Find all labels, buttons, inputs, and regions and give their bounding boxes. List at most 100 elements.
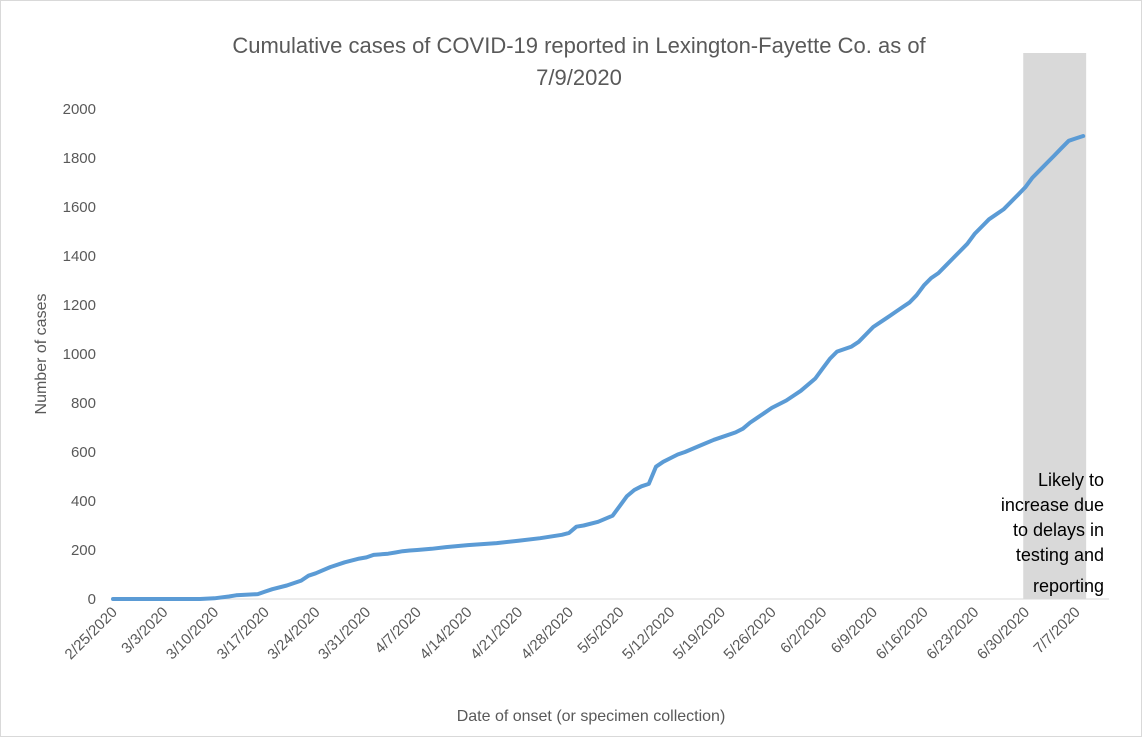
data-point — [851, 346, 852, 348]
y-tick-label: 800 — [71, 395, 96, 412]
data-point — [670, 457, 671, 459]
x-tick-label: 6/23/2020 — [923, 604, 982, 663]
data-point — [872, 326, 874, 328]
data-point — [974, 233, 976, 235]
x-tick-label: 5/26/2020 — [720, 604, 779, 663]
data-point — [257, 593, 259, 595]
data-point — [228, 596, 230, 597]
data-point — [1053, 155, 1055, 157]
y-tick-label: 600 — [71, 444, 96, 461]
y-tick-label: 0 — [88, 591, 96, 608]
x-tick-label: 6/2/2020 — [777, 604, 830, 657]
data-point — [619, 505, 621, 507]
data-point — [626, 495, 628, 497]
data-point — [814, 378, 816, 379]
data-point — [742, 428, 744, 430]
data-point — [937, 272, 939, 274]
data-point — [612, 515, 614, 517]
data-point — [916, 294, 918, 296]
data-point — [662, 461, 664, 463]
series-line-layer — [111, 134, 1086, 601]
data-point — [923, 284, 925, 286]
data-point — [1010, 201, 1012, 203]
data-point — [583, 525, 585, 526]
data-point — [785, 400, 787, 401]
data-point — [402, 550, 404, 552]
data-point — [633, 489, 635, 491]
data-point — [213, 597, 215, 599]
data-point — [995, 213, 997, 215]
data-point — [771, 407, 773, 409]
data-point — [764, 412, 766, 414]
data-point — [517, 540, 519, 542]
annotation-line-5: reporting — [1033, 576, 1104, 596]
data-point — [655, 466, 657, 468]
data-point — [329, 566, 331, 568]
data-point — [930, 277, 932, 279]
data-point — [539, 537, 541, 539]
y-axis-ticks: 0 200 400 600 800 1000 1200 1400 1600 1800 2000 — [63, 101, 96, 608]
data-point — [793, 395, 795, 397]
data-point — [648, 483, 650, 485]
data-point — [112, 598, 114, 600]
annotation-note: Likely to increase due to delays in test… — [1001, 470, 1104, 596]
data-point — [836, 351, 838, 353]
data-point — [1060, 147, 1062, 149]
data-point — [199, 598, 201, 600]
series-line — [111, 134, 1086, 601]
data-point — [409, 550, 411, 551]
shaded-region-layer — [1023, 53, 1087, 599]
x-tick-label: 7/7/2020 — [1030, 604, 1083, 657]
data-point — [720, 436, 722, 438]
data-point — [575, 526, 577, 528]
data-point — [467, 544, 469, 546]
y-tick-label: 1200 — [63, 297, 96, 314]
y-tick-label: 1600 — [63, 199, 96, 216]
x-tick-label: 6/16/2020 — [872, 604, 931, 663]
x-tick-label: 3/31/2020 — [315, 604, 374, 663]
data-point — [235, 594, 237, 596]
data-point — [1017, 194, 1019, 196]
data-point — [264, 591, 266, 593]
data-point — [829, 358, 831, 360]
x-tick-label: 2/25/2020 — [62, 604, 121, 663]
data-point — [908, 302, 910, 304]
x-tick-label: 4/28/2020 — [518, 604, 577, 663]
y-tick-label: 1400 — [63, 248, 96, 265]
data-point — [684, 451, 686, 453]
x-tick-label: 4/21/2020 — [467, 604, 526, 663]
annotation-line-3: to delays in — [1013, 520, 1104, 540]
data-point — [1032, 177, 1033, 179]
data-point — [163, 598, 165, 600]
annotation-line-2: increase due — [1001, 495, 1104, 515]
y-axis-label: Number of cases — [33, 294, 50, 415]
x-tick-label: 3/10/2020 — [163, 604, 222, 663]
data-point — [1003, 208, 1004, 210]
data-point — [496, 542, 498, 544]
x-axis-ticks: 2/25/20203/3/20203/10/20203/17/20203/24/… — [62, 604, 1084, 663]
data-point — [1024, 186, 1026, 188]
y-tick-label: 2000 — [63, 101, 96, 118]
x-tick-label: 6/30/2020 — [974, 604, 1033, 663]
chart-title-line-1: Cumulative cases of COVID-19 reported in… — [232, 33, 926, 58]
data-point — [358, 558, 360, 560]
data-point — [865, 333, 867, 335]
data-point — [286, 585, 288, 586]
data-point — [416, 549, 418, 551]
data-point — [315, 572, 317, 574]
x-tick-label: 3/17/2020 — [214, 604, 273, 663]
x-tick-label: 3/24/2020 — [264, 604, 323, 663]
data-point — [945, 265, 947, 267]
data-point — [300, 580, 302, 582]
data-point — [597, 521, 599, 523]
y-tick-label: 1800 — [63, 150, 96, 167]
data-point — [394, 552, 396, 553]
data-point — [1075, 137, 1077, 139]
y-tick-label: 200 — [71, 542, 96, 559]
data-point — [445, 546, 447, 548]
data-point — [858, 341, 860, 343]
data-point — [431, 548, 433, 550]
data-point — [879, 321, 881, 323]
